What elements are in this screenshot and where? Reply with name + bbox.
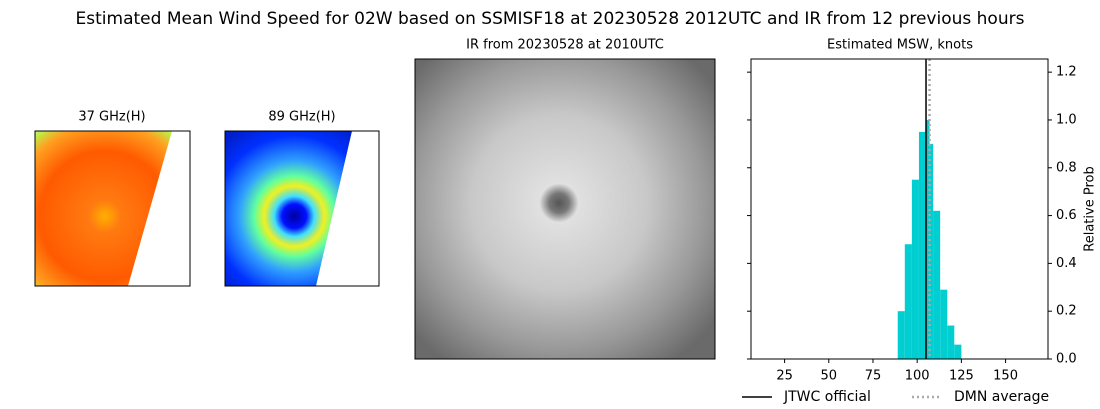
x-tick-label: 50: [821, 369, 838, 384]
bar: [933, 210, 941, 359]
x-tick-label: 150: [993, 369, 1018, 384]
y-tick-label: 0.6: [1056, 208, 1077, 223]
chart-title: Estimated MSW, knots: [827, 38, 973, 53]
legend-label: DMN average: [954, 389, 1049, 405]
panel-title: 89 GHz(H): [268, 110, 335, 125]
bar: [911, 179, 919, 359]
x-tick-label: 25: [776, 369, 793, 384]
image-ir: [414, 58, 716, 360]
axes-frame: [750, 58, 1049, 360]
y-tick-label: 1.2: [1056, 65, 1077, 80]
bar: [954, 344, 962, 359]
panel-title: IR from 20230528 at 2010UTC: [466, 38, 664, 53]
bar: [929, 143, 934, 359]
bar: [947, 325, 955, 359]
swath-edge: [128, 131, 190, 286]
panel-title: 37 GHz(H): [78, 110, 145, 125]
x-tick-label: 100: [905, 369, 930, 384]
x-tick-label: 75: [865, 369, 882, 384]
bar: [904, 244, 912, 359]
frame: [34, 130, 191, 287]
y-tick-label: 0.8: [1056, 160, 1077, 175]
y-tick-label: 0.2: [1056, 304, 1077, 319]
bar: [940, 289, 948, 359]
bar: [926, 119, 930, 359]
y-tick-label: 0.0: [1056, 352, 1077, 367]
swath-edge: [316, 131, 379, 286]
bar: [918, 131, 927, 359]
histogram: [897, 59, 962, 359]
y-tick-label: 0.4: [1056, 256, 1077, 271]
legend: JTWC official DMN average: [742, 389, 1049, 405]
frame: [224, 130, 380, 287]
figure-title: Estimated Mean Wind Speed for 02W based …: [76, 9, 1025, 29]
y-axis-label: Relative Prob: [1083, 166, 1098, 251]
x-tick-label: 125: [949, 369, 974, 384]
y-tick-label: 1.0: [1056, 112, 1077, 127]
bar: [897, 311, 905, 359]
legend-label: JTWC official: [783, 389, 871, 405]
